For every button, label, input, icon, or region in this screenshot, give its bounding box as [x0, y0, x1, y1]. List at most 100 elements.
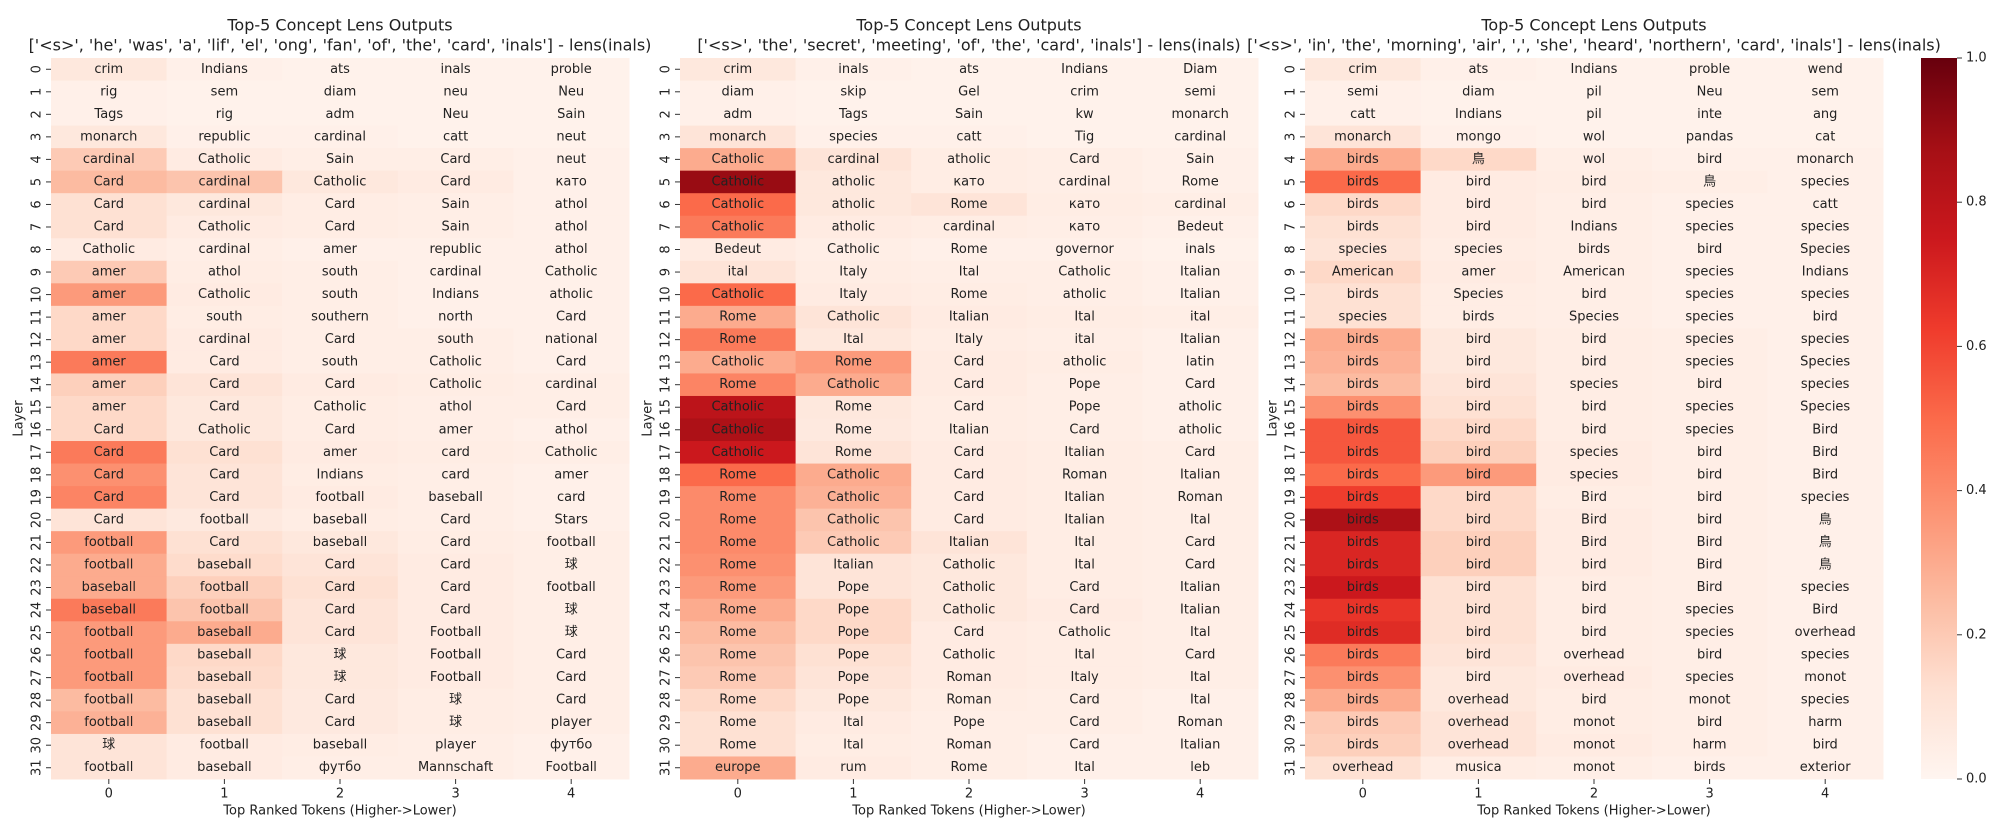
- heatmap-cell: [911, 733, 1028, 757]
- y-tick-label: 13: [1284, 354, 1299, 371]
- heatmap-cell: [795, 260, 912, 284]
- cell-label: species: [1801, 287, 1850, 302]
- cell-label: leb: [1190, 760, 1210, 775]
- heatmap-cell: [166, 260, 283, 284]
- cell-label: Indians: [201, 62, 248, 77]
- cell-label: bird: [1466, 377, 1491, 392]
- heatmap-cell: [282, 125, 399, 149]
- heatmap-cell: [1305, 373, 1422, 397]
- heatmap-cell: [795, 58, 912, 82]
- cell-label: bird: [1466, 219, 1491, 234]
- chart-title: Top-5 Concept Lens Outputs: [226, 16, 452, 35]
- cell-label: Catholic: [827, 535, 880, 550]
- heatmap-cell: [1651, 643, 1768, 667]
- y-tick-label: 19: [659, 489, 674, 506]
- y-tick-label: 6: [30, 200, 45, 208]
- cell-label: species: [1339, 310, 1388, 325]
- cell-label: monot: [1573, 738, 1615, 753]
- heatmap-cell: [282, 756, 399, 780]
- y-tick-label: 7: [30, 223, 45, 231]
- heatmap-cell: [1026, 350, 1143, 374]
- heatmap-cell: [1767, 125, 1884, 149]
- heatmap-cell: [1142, 305, 1259, 329]
- heatmap-cell: [795, 531, 912, 555]
- cell-label: cardinal: [198, 197, 250, 212]
- cell-label: Indians: [432, 287, 479, 302]
- cell-label: birds: [1347, 400, 1379, 415]
- cell-label: 球: [565, 603, 578, 618]
- cell-label: football: [84, 535, 133, 550]
- heatmap-cell: [282, 598, 399, 622]
- cell-label: Card: [325, 219, 355, 234]
- heatmap-cell: [1305, 125, 1422, 149]
- y-tick-label: 6: [659, 200, 674, 208]
- heatmap-cell: [513, 688, 630, 712]
- heatmap-cell: [282, 193, 399, 217]
- heatmap-cell: [282, 711, 399, 735]
- cell-label: kw: [1076, 107, 1095, 122]
- cell-label: overhead: [1448, 738, 1509, 753]
- heatmap-cell: [513, 395, 630, 419]
- heatmap-cell: [911, 395, 1028, 419]
- cell-label: Rome: [719, 580, 756, 595]
- cell-label: birds: [1347, 422, 1379, 437]
- heatmap-cell: [911, 283, 1028, 307]
- cell-label: semi: [1185, 84, 1216, 99]
- heatmap-cell: [795, 711, 912, 735]
- cell-label: Card: [325, 557, 355, 572]
- cell-label: wend: [1808, 62, 1843, 77]
- cell-label: athol: [208, 265, 241, 280]
- heatmap-cell: [513, 373, 630, 397]
- cell-label: species: [1570, 445, 1619, 460]
- heatmap-cell: [397, 238, 514, 262]
- heatmap-cell: [51, 576, 168, 600]
- cell-label: като: [1069, 219, 1100, 234]
- heatmap-cell: [1142, 350, 1259, 374]
- cell-label: Roman: [1178, 490, 1223, 505]
- heatmap-cell: [51, 666, 168, 690]
- heatmap-cell: [51, 350, 168, 374]
- cell-label: Catholic: [198, 287, 251, 302]
- cell-label: athol: [555, 422, 588, 437]
- heatmap-cell: [795, 441, 912, 465]
- heatmap-cell: [1142, 441, 1259, 465]
- heatmap-cell: [1536, 688, 1653, 712]
- cell-label: Catholic: [711, 400, 764, 415]
- heatmap-cell: [1026, 418, 1143, 442]
- y-tick-label: 0: [659, 65, 674, 73]
- y-tick-label: 4: [1284, 155, 1299, 163]
- cell-label: birds: [1347, 738, 1379, 753]
- heatmap-cell: [1651, 418, 1768, 442]
- y-tick-label: 13: [659, 354, 674, 371]
- heatmap-cell: [282, 283, 399, 307]
- heatmap-cell: [166, 621, 283, 645]
- heatmap-cell: [1142, 418, 1259, 442]
- cell-label: proble: [551, 62, 592, 77]
- heatmap-cell: [680, 463, 797, 487]
- cell-label: species: [1801, 219, 1850, 234]
- cell-label: Bird: [1697, 557, 1723, 572]
- cell-label: Species: [1800, 400, 1850, 415]
- cell-label: football: [84, 693, 133, 708]
- heatmap-cell: [911, 260, 1028, 284]
- cell-label: athol: [439, 400, 472, 415]
- x-tick-label: 1: [1474, 787, 1482, 802]
- heatmap-cell: [1305, 215, 1422, 239]
- heatmap-cell: [1026, 598, 1143, 622]
- cell-label: Catholic: [827, 490, 880, 505]
- cell-label: Italian: [1180, 287, 1220, 302]
- cell-label: 鳥: [1472, 152, 1485, 167]
- y-tick-label: 22: [659, 557, 674, 574]
- cell-label: Card: [1185, 377, 1215, 392]
- heatmap-cell: [1142, 103, 1259, 127]
- cell-label: Football: [430, 625, 481, 640]
- heatmap-cell: [1026, 553, 1143, 577]
- cell-label: Rome: [950, 287, 987, 302]
- cell-label: 鳥: [1819, 512, 1832, 527]
- heatmap-cell: [1142, 598, 1259, 622]
- heatmap-cell: [513, 598, 630, 622]
- cell-label: amer: [439, 422, 474, 437]
- y-tick-label: 29: [659, 714, 674, 731]
- heatmap-cell: [1142, 531, 1259, 555]
- cell-label: species: [1570, 467, 1619, 482]
